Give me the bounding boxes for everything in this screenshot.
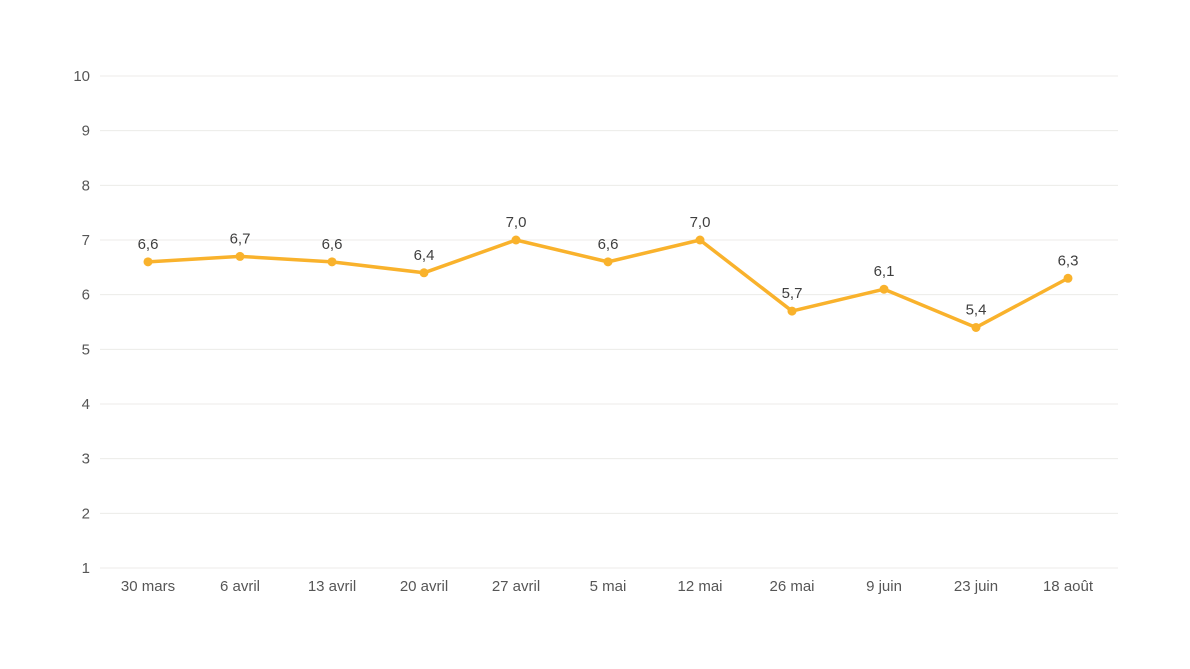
y-tick-label: 1 [82, 560, 90, 577]
x-tick-label: 23 juin [954, 578, 998, 595]
data-point [971, 322, 981, 332]
data-point-label: 7,0 [690, 214, 711, 231]
series-line [146, 238, 1070, 330]
data-point [695, 235, 705, 245]
y-tick-label: 5 [82, 341, 90, 358]
data-point-label: 6,7 [230, 230, 251, 247]
data-point [879, 284, 889, 294]
data-point [511, 235, 521, 245]
data-point [1063, 273, 1073, 283]
y-tick-label: 10 [73, 68, 90, 85]
y-tick-label: 3 [82, 451, 90, 468]
y-tick-label: 6 [82, 287, 90, 304]
x-tick-label: 26 mai [769, 578, 814, 595]
x-tick-label: 13 avril [308, 578, 356, 595]
x-tick-label: 6 avril [220, 578, 260, 595]
x-tick-label: 27 avril [492, 578, 540, 595]
y-tick-label: 9 [82, 123, 90, 140]
y-tick-label: 7 [82, 232, 90, 249]
x-tick-label: 12 mai [677, 578, 722, 595]
data-point [327, 257, 337, 267]
data-point [235, 251, 245, 261]
data-point [419, 268, 429, 278]
y-tick-label: 2 [82, 505, 90, 522]
data-point [787, 306, 797, 316]
data-point-label: 6,1 [874, 263, 895, 280]
data-point-label: 6,6 [598, 236, 619, 253]
x-tick-label: 5 mai [590, 578, 627, 595]
data-point-label: 5,7 [782, 285, 803, 302]
y-tick-label: 4 [82, 396, 90, 413]
data-point-label: 6,4 [414, 247, 435, 264]
x-tick-label: 20 avril [400, 578, 448, 595]
data-point-label: 5,4 [966, 301, 987, 318]
x-tick-label: 9 juin [866, 578, 902, 595]
data-point-label: 7,0 [506, 214, 527, 231]
data-point-label: 6,6 [322, 236, 343, 253]
data-point [143, 257, 153, 267]
y-tick-label: 8 [82, 177, 90, 194]
x-tick-label: 18 août [1043, 578, 1094, 595]
data-point-label: 6,6 [138, 236, 159, 253]
data-point [603, 257, 613, 267]
x-tick-label: 30 mars [121, 578, 175, 595]
data-point-label: 6,3 [1058, 252, 1079, 269]
